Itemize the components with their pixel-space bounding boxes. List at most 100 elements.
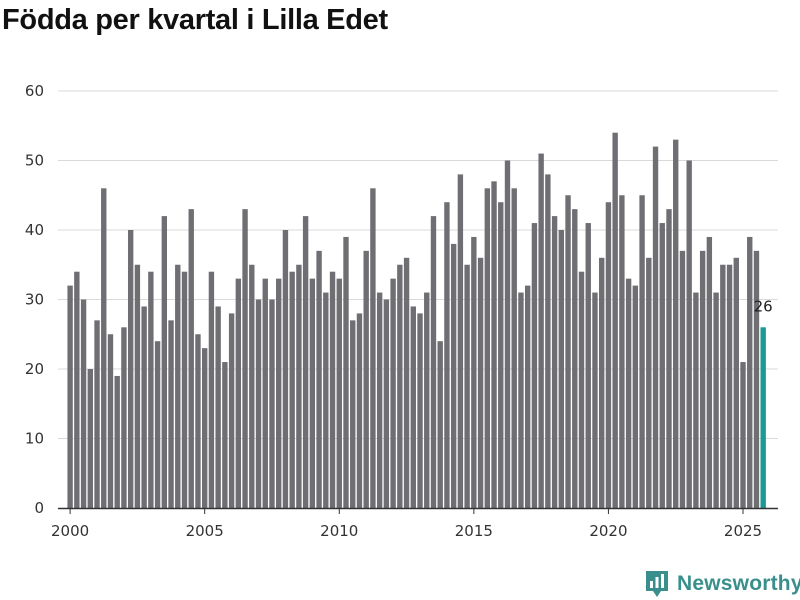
bar (464, 264, 470, 508)
bar (599, 257, 605, 508)
bar (242, 209, 248, 508)
bar (148, 271, 154, 508)
bar (558, 230, 565, 508)
bar (410, 306, 416, 508)
bar (632, 285, 639, 508)
bar (666, 209, 672, 508)
bar (639, 195, 645, 508)
bar (350, 320, 356, 508)
bar (80, 299, 87, 508)
bar (134, 264, 141, 508)
bar (289, 271, 295, 508)
bar (302, 216, 309, 508)
bar-chart-bubble-icon (646, 571, 668, 597)
bar (329, 271, 336, 508)
bar (699, 250, 706, 508)
bar (403, 257, 410, 508)
y-tick-label: 40 (25, 221, 44, 239)
bar (127, 230, 134, 508)
bar (706, 236, 713, 508)
bar (531, 223, 538, 509)
bar (228, 313, 235, 508)
y-tick-label: 0 (34, 499, 44, 517)
bar (107, 334, 114, 508)
y-axis: 0 10 20 30 40 50 60 (25, 82, 44, 517)
bar (363, 250, 369, 508)
bar (720, 264, 726, 508)
bar (255, 299, 262, 508)
bar (168, 320, 174, 508)
bar (747, 236, 753, 508)
bar (141, 306, 147, 508)
bar (370, 188, 376, 509)
bar (262, 278, 268, 508)
bar (437, 341, 443, 508)
bar (504, 160, 511, 508)
y-tick-label: 20 (25, 360, 44, 378)
bar (605, 202, 612, 508)
bar (679, 250, 686, 508)
bar (444, 202, 450, 508)
bar (309, 278, 316, 508)
bar (417, 313, 423, 508)
data-labels: 26 (754, 297, 773, 315)
bar (121, 327, 127, 508)
bar (282, 230, 289, 508)
bar (673, 139, 679, 508)
bar (208, 271, 215, 508)
bar (585, 223, 591, 509)
bar (740, 362, 746, 508)
newsworthy-logo: Newsworthy (644, 569, 800, 599)
x-tick-label: 2020 (589, 522, 627, 540)
bar (511, 188, 517, 509)
chart-title: Födda per kvartal i Lilla Edet (2, 4, 388, 36)
bar (235, 278, 242, 508)
bar (612, 132, 618, 508)
bars (67, 132, 766, 509)
bar (592, 292, 598, 508)
bar (296, 264, 302, 508)
bar (572, 209, 578, 508)
bar (195, 334, 201, 508)
bar (215, 306, 221, 508)
bar (114, 375, 120, 508)
bar (565, 195, 571, 508)
bar (545, 174, 551, 508)
bar (202, 348, 208, 508)
bar (249, 264, 255, 508)
bar (733, 257, 739, 508)
bar (397, 264, 403, 508)
y-tick-label: 50 (25, 152, 44, 170)
last-value-label: 26 (754, 297, 773, 315)
bar (726, 264, 733, 508)
bar (713, 292, 719, 508)
bar (450, 243, 457, 508)
bar (693, 292, 699, 508)
y-tick-label: 60 (25, 82, 44, 100)
bar (376, 292, 383, 508)
bar (424, 292, 430, 508)
bar (356, 313, 363, 508)
bar (491, 181, 497, 508)
bar (625, 278, 632, 508)
bar (753, 250, 760, 508)
x-tick-label: 2010 (320, 522, 358, 540)
bar (154, 341, 161, 508)
bar (477, 257, 484, 508)
y-tick-label: 30 (25, 291, 44, 309)
x-tick-label: 2000 (51, 522, 89, 540)
highlight-bar (760, 327, 766, 508)
bar (471, 236, 477, 508)
bar (101, 188, 107, 509)
x-axis: 2000 2005 2010 2015 2020 2025 (51, 507, 778, 540)
x-tick-label: 2025 (724, 522, 762, 540)
bar (659, 223, 665, 509)
bar (276, 278, 282, 508)
bar (269, 299, 275, 508)
bar (188, 209, 194, 508)
bar (646, 257, 652, 508)
bar (323, 292, 329, 508)
bar (498, 202, 504, 508)
bar (94, 320, 100, 508)
